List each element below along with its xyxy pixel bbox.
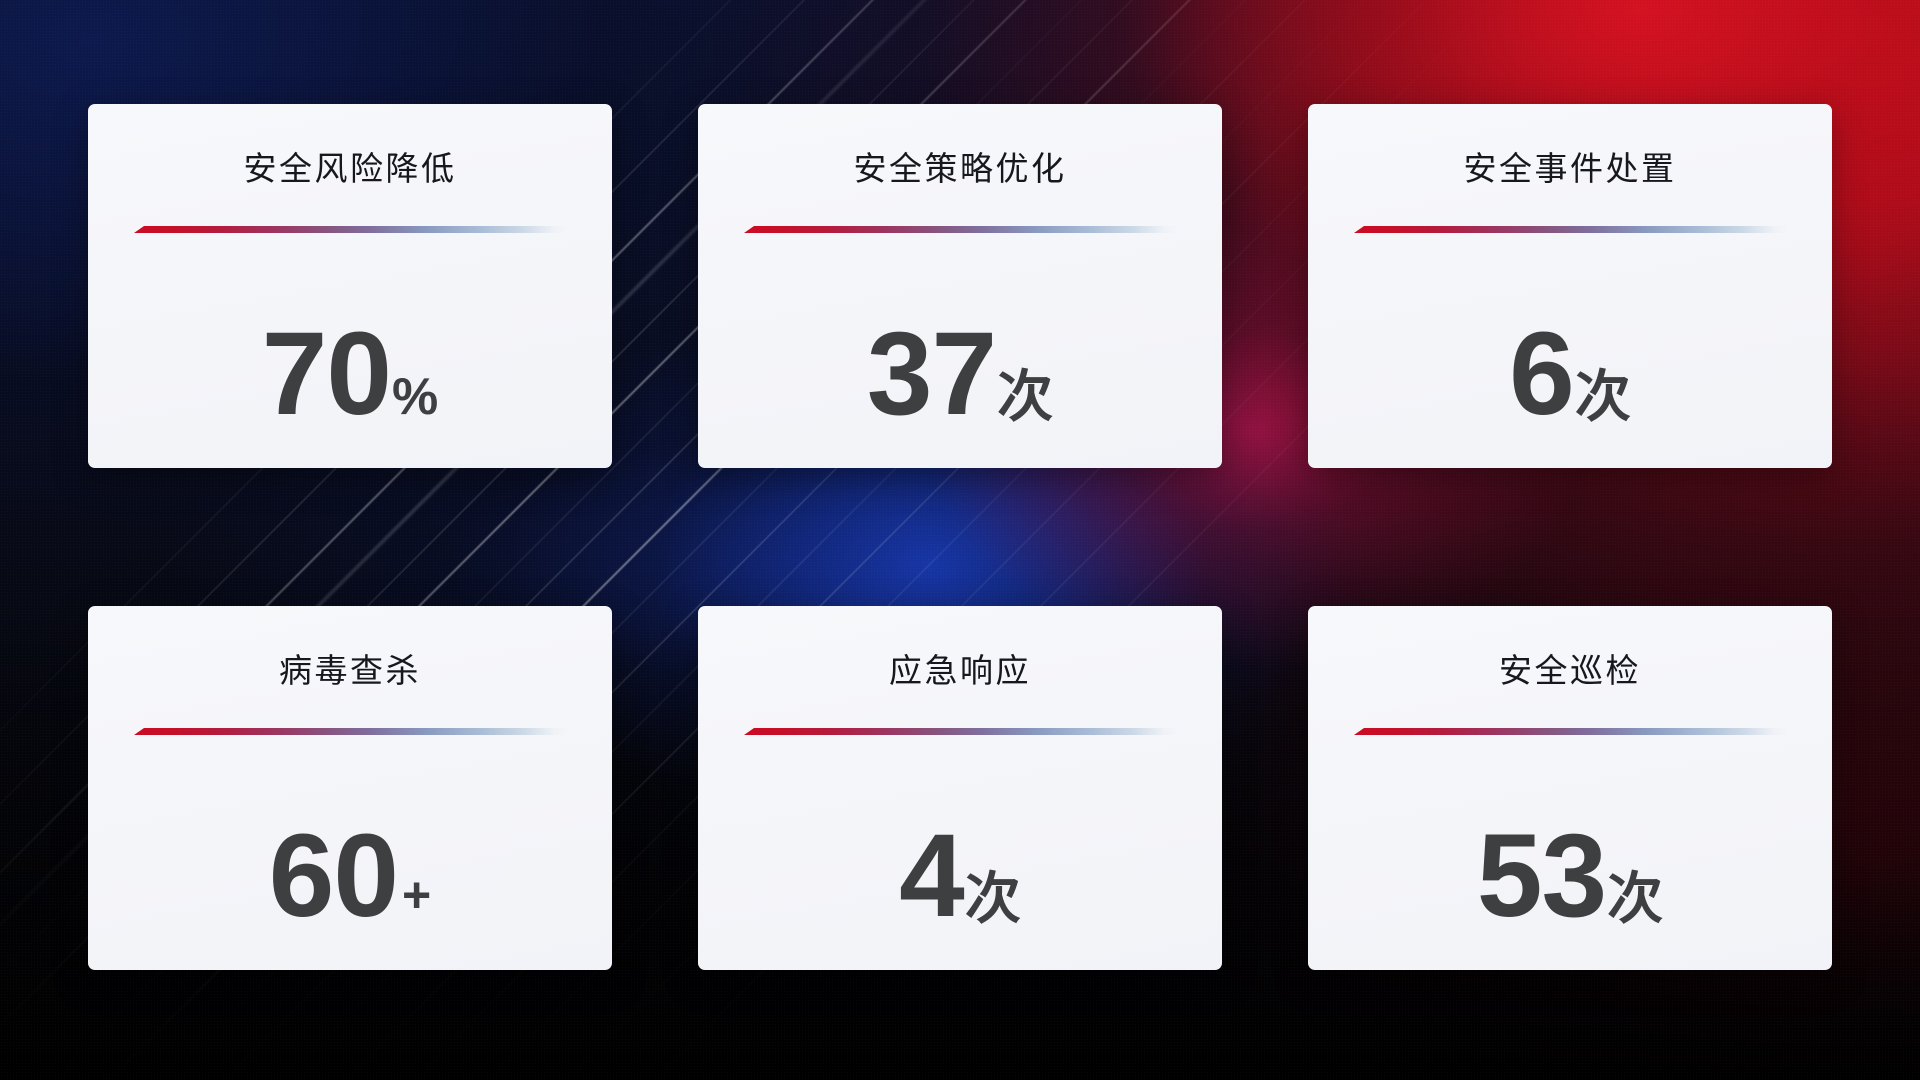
metric-card-title: 安全事件处置 bbox=[1463, 150, 1677, 187]
metric-value-number: 6 bbox=[1509, 307, 1575, 440]
metric-card-grid: 安全风险降低 70% 安全策略优化 37 次安全事件处置 6 次病毒查杀 60 + 应急响应 4 次安… bbox=[88, 104, 1832, 970]
metric-card-title: 应急响应 bbox=[889, 652, 1031, 689]
metric-card-title: 安全策略优化 bbox=[853, 150, 1067, 187]
metric-card-title: 安全风险降低 bbox=[243, 150, 457, 187]
metric-value-unit: 次 bbox=[1607, 866, 1664, 930]
metric-value-number: 60 bbox=[268, 809, 399, 942]
metric-card-security-risk-reduction[interactable]: 安全风险降低 70% bbox=[88, 104, 612, 468]
metric-card-gradient-rule bbox=[134, 226, 566, 233]
metric-card-title: 安全巡检 bbox=[1499, 652, 1641, 689]
metric-card-emergency-response[interactable]: 应急响应 4 次 bbox=[698, 606, 1222, 970]
metric-card-security-policy-optimization[interactable]: 安全策略优化 37 次 bbox=[698, 104, 1222, 468]
metric-card-title: 病毒查杀 bbox=[279, 652, 421, 689]
metric-value-unit: % bbox=[392, 367, 439, 426]
metric-card-value: 53 次 bbox=[1476, 809, 1664, 942]
metric-value-unit: 次 bbox=[964, 866, 1021, 930]
metric-card-value: 37 次 bbox=[866, 307, 1054, 440]
metric-card-gradient-rule bbox=[134, 728, 566, 735]
metric-value-unit: 次 bbox=[997, 364, 1054, 428]
metric-value-number: 37 bbox=[866, 307, 997, 440]
metric-card-security-incident-handling[interactable]: 安全事件处置 6 次 bbox=[1308, 104, 1832, 468]
metric-card-value: 70% bbox=[261, 307, 439, 440]
metric-value-unit: + bbox=[402, 866, 432, 923]
metric-card-gradient-rule bbox=[744, 728, 1176, 735]
metric-value-unit: 次 bbox=[1574, 364, 1631, 428]
metric-card-security-inspection[interactable]: 安全巡检 53 次 bbox=[1308, 606, 1832, 970]
metric-card-gradient-rule bbox=[744, 226, 1176, 233]
metric-value-number: 4 bbox=[899, 809, 965, 942]
metric-card-value: 60 + bbox=[268, 809, 432, 942]
metric-value-number: 53 bbox=[1476, 809, 1607, 942]
metric-value-number: 70 bbox=[261, 307, 392, 440]
metric-card-gradient-rule bbox=[1354, 728, 1786, 735]
metric-card-gradient-rule bbox=[1354, 226, 1786, 233]
metric-card-virus-scan-removal[interactable]: 病毒查杀 60 + bbox=[88, 606, 612, 970]
